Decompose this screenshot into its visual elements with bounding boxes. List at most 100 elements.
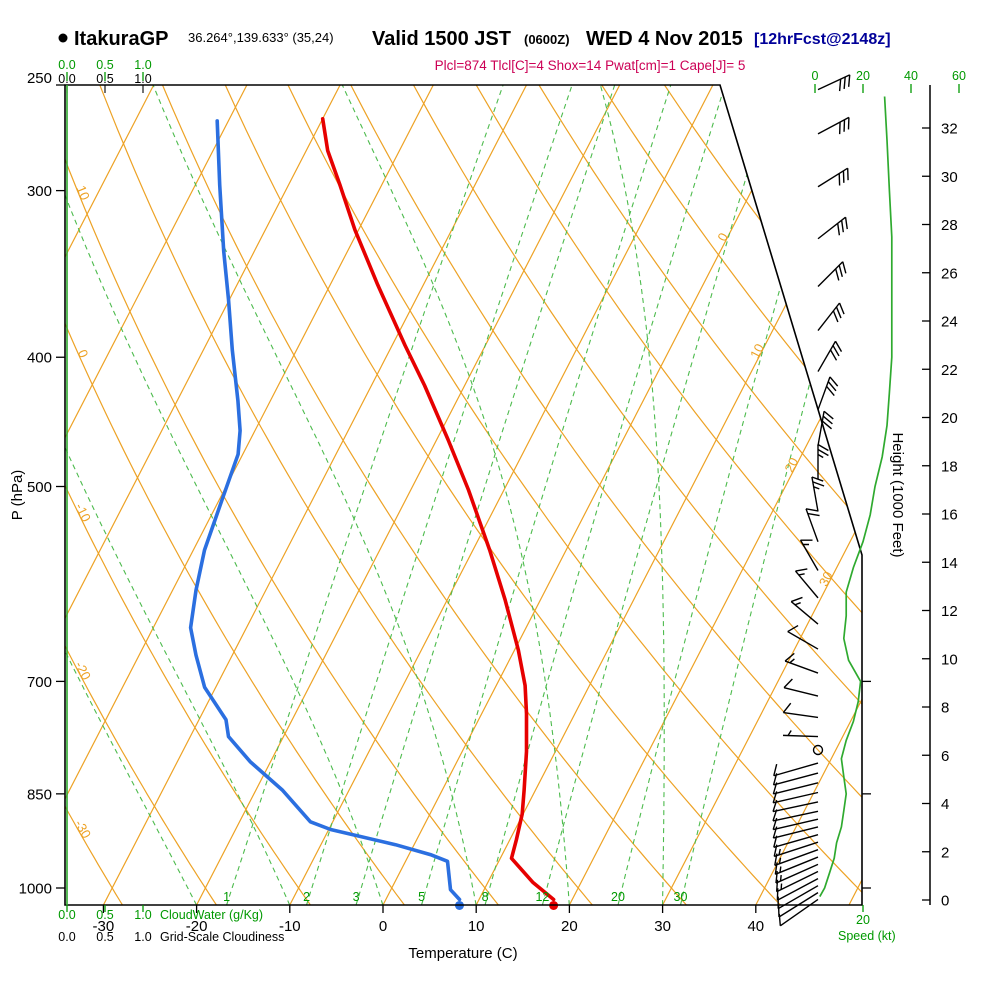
wind-barb-staff [773, 782, 819, 795]
temperature-axis-label: Temperature (C) [408, 945, 517, 962]
pressure-tick-label: 500 [27, 479, 52, 496]
dry-adiabat-label: 0 [75, 347, 92, 360]
wind-barb-staff [817, 302, 841, 332]
height-tick-label: 0 [941, 893, 949, 910]
isotherm-line [65, 85, 434, 905]
isotherm-line [848, 85, 862, 905]
dry-adiabat-line [664, 85, 862, 905]
wind-barb-staff [777, 885, 819, 910]
wind-barb-half-feather [779, 874, 782, 882]
wind-barb-feather [829, 376, 839, 387]
mixing-ratio-label: 3 [353, 890, 360, 904]
height-tick-label: 8 [941, 700, 949, 717]
wind-barb-feather [823, 410, 834, 420]
wind-barb-staff [817, 376, 831, 411]
wind-barb-staff [790, 601, 819, 625]
pressure-tick-label: 1000 [19, 881, 52, 898]
wind-barb-half-feather [778, 857, 782, 864]
wind-barb-half-feather [779, 866, 782, 873]
mixing-ratio-line [226, 85, 504, 905]
valid-time: Valid 1500 JST [372, 28, 511, 50]
isotherm-label: 20 [781, 455, 801, 475]
wind-barb-staff [776, 870, 819, 893]
wind-barb-feather [838, 265, 843, 278]
plot-border [64, 84, 863, 906]
height-tick-label: 4 [941, 796, 949, 813]
speed-top-tick-label: 20 [856, 69, 870, 83]
speed-and-cloudwater-profiles [66, 85, 893, 906]
wind-barb-staff [775, 856, 819, 875]
pressure-axis-label: P (hPa) [9, 470, 26, 521]
dewpoint-trace [188, 119, 462, 902]
dry-adiabat-line [161, 85, 687, 905]
height-tick-label: 18 [941, 458, 958, 475]
wind-barb-half-feather [817, 453, 824, 459]
dry-adiabat-label: -20 [72, 659, 94, 683]
height-tick-label: 16 [941, 507, 958, 524]
wind-barb-feather [835, 268, 840, 281]
cloudwater-bottom-label: 0.0 [58, 908, 75, 922]
cloudwater-bottom-label: 1.0 [134, 908, 151, 922]
dry-adiabat-label: -30 [72, 817, 94, 841]
mixing-ratio-line [617, 85, 839, 905]
isotherm-line [662, 85, 862, 905]
wind-barb-feather [827, 381, 837, 392]
speed-top-tick-label: 40 [904, 69, 918, 83]
wind-barb-half-feather [787, 730, 792, 736]
wind-barb-feather [784, 652, 795, 662]
moist-adiabat-line [599, 85, 665, 905]
mixing-ratio-line [420, 85, 672, 905]
sounding-params: Plcl=874 Tlcl[C]=4 Shox=14 Pwat[cm]=1 Ca… [435, 58, 746, 73]
temperature-tick-label: -20 [186, 918, 208, 935]
wind-barb-staff [817, 167, 849, 188]
moist-adiabat-line [65, 85, 384, 905]
wind-barb-half-feather [798, 573, 805, 576]
mixing-ratio-label: 30 [674, 890, 688, 904]
mixing-ratio-line [355, 85, 616, 905]
wind-barb-feather [787, 624, 799, 633]
wind-barb-feather [837, 223, 841, 236]
dry-adiabat-line [350, 85, 862, 905]
dry-adiabat-line [726, 85, 862, 905]
speed-top-tick-label: 60 [952, 69, 966, 83]
wind-barb-feather [842, 261, 847, 274]
temperature-tick-label: 30 [654, 918, 671, 935]
isotherm-line [65, 85, 155, 905]
isotherm-label: 0 [714, 230, 731, 243]
pressure-tick-label: 250 [27, 70, 52, 87]
mixing-ratio-line [305, 85, 573, 905]
isotherm-line [102, 85, 528, 905]
mixing-ratio-label: 12 [535, 890, 549, 904]
height-tick-label: 22 [941, 362, 958, 379]
wind-barb-staff [777, 878, 819, 901]
wind-barb-feather [783, 678, 793, 689]
wind-barb-feather [812, 481, 825, 487]
wind-barb-staff [773, 826, 819, 839]
station-coords: 36.264°,139.633° (35,24) [188, 30, 334, 45]
pressure-tick-label: 850 [27, 786, 52, 803]
wind-barb-half-feather [794, 602, 801, 606]
cloudwater-top-label: 1.0 [134, 58, 151, 72]
wind-barb-staff [779, 898, 819, 927]
wind-barb-staff [811, 476, 819, 512]
dry-adiabat-line [65, 85, 218, 905]
wind-barb-feather [807, 512, 820, 517]
isotherm-line [755, 85, 862, 905]
temperature-tick-label: 0 [379, 918, 387, 935]
wind-barb-feather [817, 448, 829, 457]
temperature-tick-label: -10 [279, 918, 301, 935]
isotherm-line [475, 85, 862, 905]
wind-barb-feather [822, 415, 833, 425]
wind-barb-staff [817, 411, 825, 446]
height-tick-label: 6 [941, 748, 949, 765]
wind-barb-feather [838, 302, 845, 315]
mixing-ratio-label: 2 [303, 890, 310, 904]
wind-barb-staff [817, 116, 850, 135]
dry-adiabat-label: -10 [72, 501, 94, 524]
dry-adiabat-line [287, 85, 862, 905]
cloudiness-top-label: 1.0 [134, 72, 151, 86]
dry-adiabat-line [65, 85, 124, 905]
wind-barb-feather [817, 443, 829, 452]
